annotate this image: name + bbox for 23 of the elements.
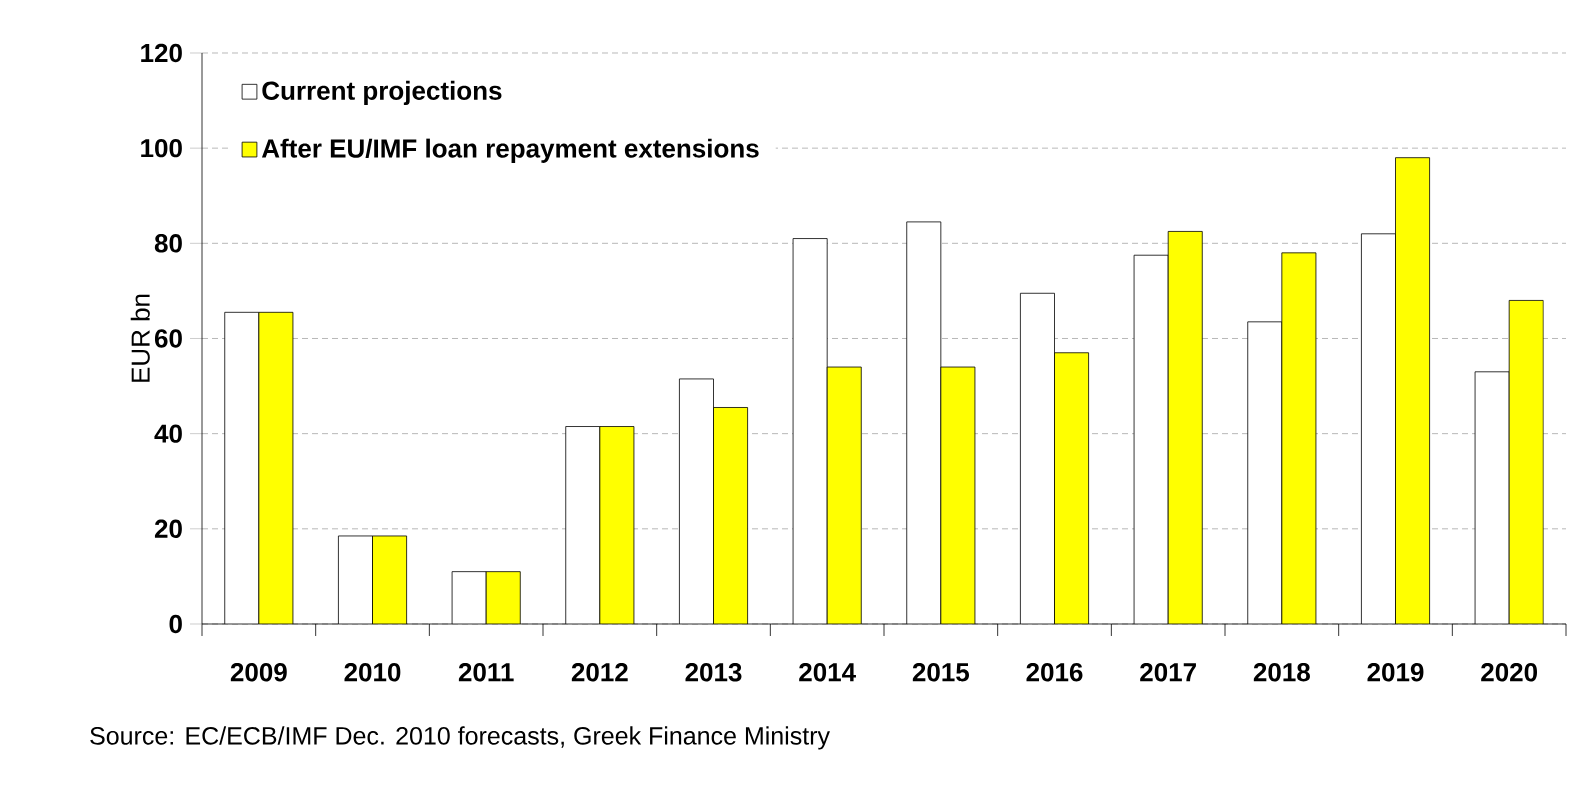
legend-label: Current projections xyxy=(262,80,502,106)
x-tick-label: 2019 xyxy=(1367,663,1424,682)
y-tick-label: 40 xyxy=(154,424,182,443)
x-tick-label: 2014 xyxy=(799,663,856,682)
x-tick-label: 2017 xyxy=(1140,663,1196,682)
x-tick-label: 2016 xyxy=(1026,663,1083,682)
y-tick-label: 120 xyxy=(141,43,182,63)
y-tick-label: 80 xyxy=(154,234,182,253)
legend-label: After EU/IMF loan repayment extensions xyxy=(261,138,759,163)
y-tick-label: 60 xyxy=(154,329,182,348)
x-tick-label: 2012 xyxy=(571,663,628,682)
x-tick-label: 2018 xyxy=(1253,663,1310,682)
x-tick-label: 2011 xyxy=(458,663,514,682)
x-tick-label: 2013 xyxy=(685,663,742,682)
y-axis-title: EUR bn xyxy=(130,294,150,382)
x-tick-label: 2009 xyxy=(230,663,287,682)
y-tick-label: 0 xyxy=(169,614,182,634)
x-tick-label: 2020 xyxy=(1481,663,1538,682)
y-tick-label: 20 xyxy=(154,519,182,539)
source-note: Source: EC/ECB/IMF Dec. 2010 forecasts, Greek Finance Ministry xyxy=(90,726,830,750)
y-tick-label: 100 xyxy=(141,138,182,158)
x-tick-label: 2010 xyxy=(344,663,401,682)
x-tick-label: 2015 xyxy=(912,663,970,682)
